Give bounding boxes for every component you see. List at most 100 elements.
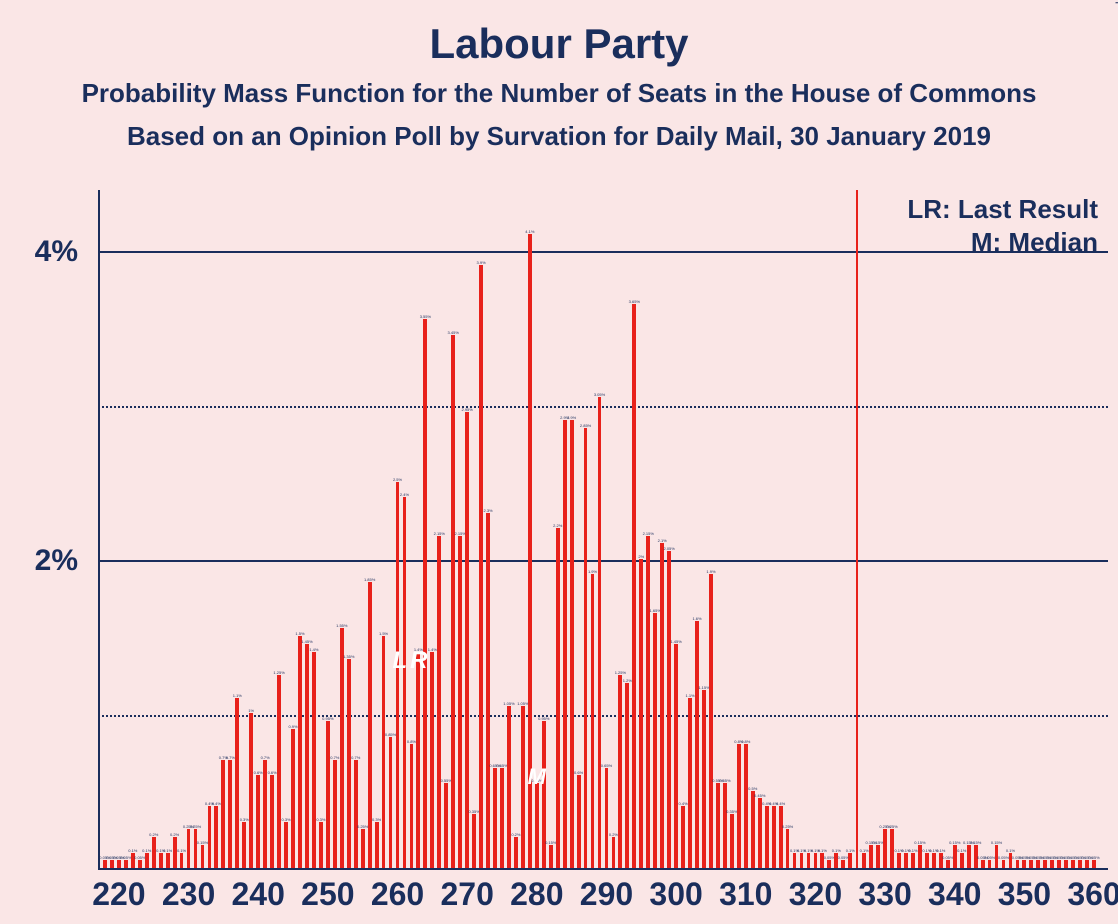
bar: 0.25% [187,829,191,868]
bar: 0.1% [800,853,804,868]
bar-value-label: 2.15% [434,531,445,536]
bar-value-label: 0.1% [1006,848,1015,853]
bar: 0.4% [214,806,218,868]
x-axis-label: 280 [510,876,563,913]
bar: 0.15% [869,845,873,868]
bar-value-label: 0.6% [254,770,263,775]
bar: 0.05% [981,860,985,868]
bar: 0.8% [737,744,741,868]
bar: 1.45% [305,644,309,868]
bar: 2.15% [437,536,441,868]
bar: 0.05% [946,860,950,868]
bar-value-label: 0.6% [268,770,277,775]
bar: 0.8% [410,744,414,868]
bar: 0.25% [890,829,894,868]
bar: 3.9% [479,265,483,868]
bar-value-label: 0.7% [330,755,339,760]
x-axis-label: 330 [858,876,911,913]
bar: 0.4% [681,806,685,868]
bar-value-label: 0.3% [240,817,249,822]
bar-value-label: 0.8% [741,739,750,744]
bar-value-label: 0.7% [261,755,270,760]
bar-value-label: 0.1% [860,848,869,853]
bar-value-label: 0.85% [385,732,396,737]
bar-value-label: 0.1% [128,848,137,853]
bar: 0.55% [716,783,720,868]
bar: 0.15% [201,845,205,868]
bar-value-label: 0.05% [984,855,995,860]
bar-value-label: 0.2% [511,832,520,837]
bar-value-label: 0.6% [574,770,583,775]
bar: 0.25% [883,829,887,868]
bar-value-label: 3.45% [448,330,459,335]
bar-value-label: 1.4% [309,647,318,652]
bar: 2.15% [458,536,462,868]
chart-subtitle-1: Probability Mass Function for the Number… [0,78,1118,109]
bar-value-label: 0.65% [496,763,507,768]
bar-value-label: 1.25% [615,670,626,675]
x-axis-label: 300 [649,876,702,913]
bar: 0.15% [876,845,880,868]
bar-value-label: 0.05% [120,855,131,860]
bar: 2% [639,559,643,868]
bar-value-label: 0.1% [177,848,186,853]
bar: 0.4% [208,806,212,868]
bar: 0.7% [263,760,267,868]
bar-value-label: 0.95% [538,716,549,721]
bar-value-label: 1.5% [295,631,304,636]
bar-value-label: 0.35% [468,809,479,814]
bar-value-label: 0.9% [288,724,297,729]
bar-value-label: 1.6% [692,616,701,621]
bar: 2.15% [646,536,650,868]
bar: 2.85% [584,428,588,868]
bar: 0.1% [166,853,170,868]
bar: 1.9% [591,574,595,868]
bar: 0.15% [549,845,553,868]
bar: 0.05% [827,860,831,868]
bar-value-label: 1.2% [623,678,632,683]
bar-value-label: 2.1% [658,538,667,543]
bar: 0.05% [1092,860,1096,868]
bar-value-label: 0.35% [726,809,737,814]
bar: 0.5% [751,791,755,868]
bar-value-label: 1.9% [588,569,597,574]
bar-value-label: 1.05% [517,701,528,706]
bar-value-label: 3.55% [420,314,431,319]
bar-value-label: 0.25% [782,824,793,829]
bar-value-label: 0.05% [1088,855,1099,860]
y-axis-label: 4% [35,235,78,269]
bar: 0.15% [967,845,971,868]
bar: 0.05% [1078,860,1082,868]
reference-vline [856,190,858,870]
bar: 1.25% [277,675,281,868]
bar: 1.45% [674,644,678,868]
x-axis-labels: 2202302402502602702802903003103203303403… [98,876,1108,916]
bar-value-label: 0.15% [197,840,208,845]
bar-value-label: 0.3% [316,817,325,822]
bar: 0.1% [897,853,901,868]
bar: 1.6% [695,621,699,868]
bar-value-label: 1.5% [379,631,388,636]
bar: 0.05% [124,860,128,868]
bar-value-label: 0.2% [149,832,158,837]
bar: 2.3% [486,513,490,868]
bar: 0.7% [221,760,225,868]
bar-value-label: 1.45% [301,639,312,644]
bar: 0.3% [319,822,323,868]
bar: 0.05% [1016,860,1020,868]
bar: 1.1% [688,698,692,868]
bar: 2.2% [556,528,560,868]
bar: 0.1% [911,853,915,868]
bar-value-label: 3.9% [477,260,486,265]
copyright-text: © 2019 Filip van Laenen [1112,0,1118,4]
bar: 0.65% [493,768,497,868]
bar: 1.15% [702,690,706,868]
bar-value-label: 0.15% [545,840,556,845]
bar: 0.1% [145,853,149,868]
bar: 0.05% [1050,860,1054,868]
x-axis-label: 230 [162,876,215,913]
bar-value-label: 0.15% [914,840,925,845]
bar: 0.6% [270,775,274,868]
bar: 1.5% [298,636,302,868]
bar: 0.6% [256,775,260,868]
